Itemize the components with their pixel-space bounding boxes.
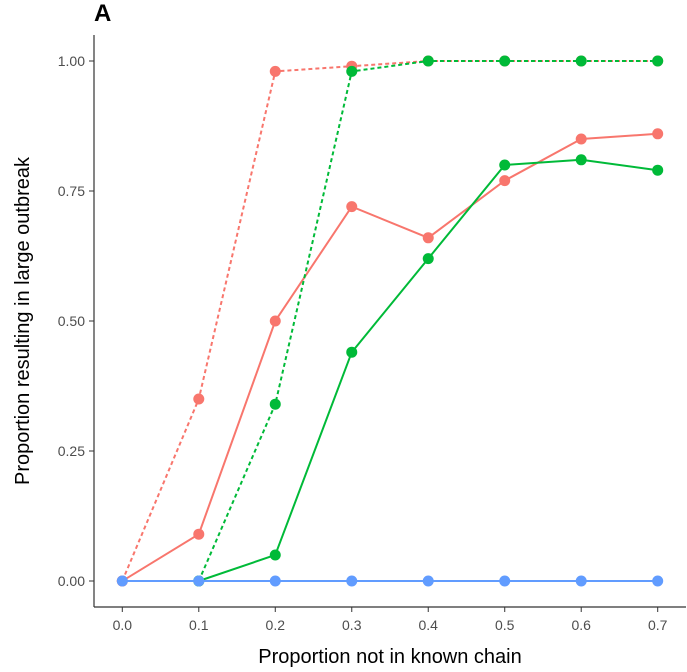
series-2	[193, 55, 664, 587]
data-point	[575, 575, 587, 587]
x-tick-label: 0.2	[266, 617, 286, 633]
x-tick-label: 0.4	[419, 617, 439, 633]
data-point	[652, 128, 664, 140]
data-point	[422, 55, 434, 67]
y-tick-label: 1.00	[58, 53, 85, 69]
data-point	[193, 575, 205, 587]
series-1	[116, 128, 664, 587]
series-line	[121, 132, 658, 582]
data-point	[575, 133, 587, 145]
x-tick-label: 0.3	[342, 617, 362, 633]
data-point	[422, 232, 434, 244]
data-point	[193, 393, 205, 405]
x-axis-title: Proportion not in known chain	[258, 646, 522, 668]
data-point	[499, 175, 511, 187]
panel-label: A	[94, 0, 112, 27]
data-point	[652, 164, 664, 176]
x-tick-label: 0.6	[571, 617, 591, 633]
data-point	[193, 528, 205, 540]
data-point	[499, 55, 511, 67]
data-point	[269, 575, 281, 587]
series-layer	[116, 55, 664, 587]
data-point	[346, 65, 358, 77]
data-point	[346, 575, 358, 587]
x-tick-label: 0.5	[495, 617, 515, 633]
y-tick-label: 0.75	[58, 183, 85, 199]
data-point	[116, 575, 128, 587]
data-point	[575, 154, 587, 166]
x-tick-label: 0.0	[113, 617, 133, 633]
x-tick-label: 0.7	[648, 617, 668, 633]
y-tick-label: 0.00	[58, 573, 85, 589]
y-axis-title: Proportion resulting in large outbreak	[12, 156, 34, 485]
data-point	[269, 315, 281, 327]
y-tick-label: 0.50	[58, 313, 85, 329]
data-point	[499, 575, 511, 587]
x-tick-label: 0.1	[189, 617, 209, 633]
data-point	[346, 346, 358, 358]
data-point	[575, 55, 587, 67]
data-point	[652, 575, 664, 587]
data-point	[652, 55, 664, 67]
data-point	[269, 549, 281, 561]
y-tick-label: 0.25	[58, 443, 85, 459]
data-point	[422, 253, 434, 265]
data-point	[499, 159, 511, 171]
axes: 0.0 0.1 0.2 0.3 0.4 0.5 0.6 0.7 0.00 0.25 0.50 0.75…	[58, 35, 686, 633]
series-3	[193, 154, 664, 587]
series-4	[116, 575, 664, 587]
data-point	[422, 575, 434, 587]
data-point	[346, 201, 358, 213]
data-point	[269, 65, 281, 77]
data-point	[269, 398, 281, 410]
series-line	[198, 158, 658, 582]
